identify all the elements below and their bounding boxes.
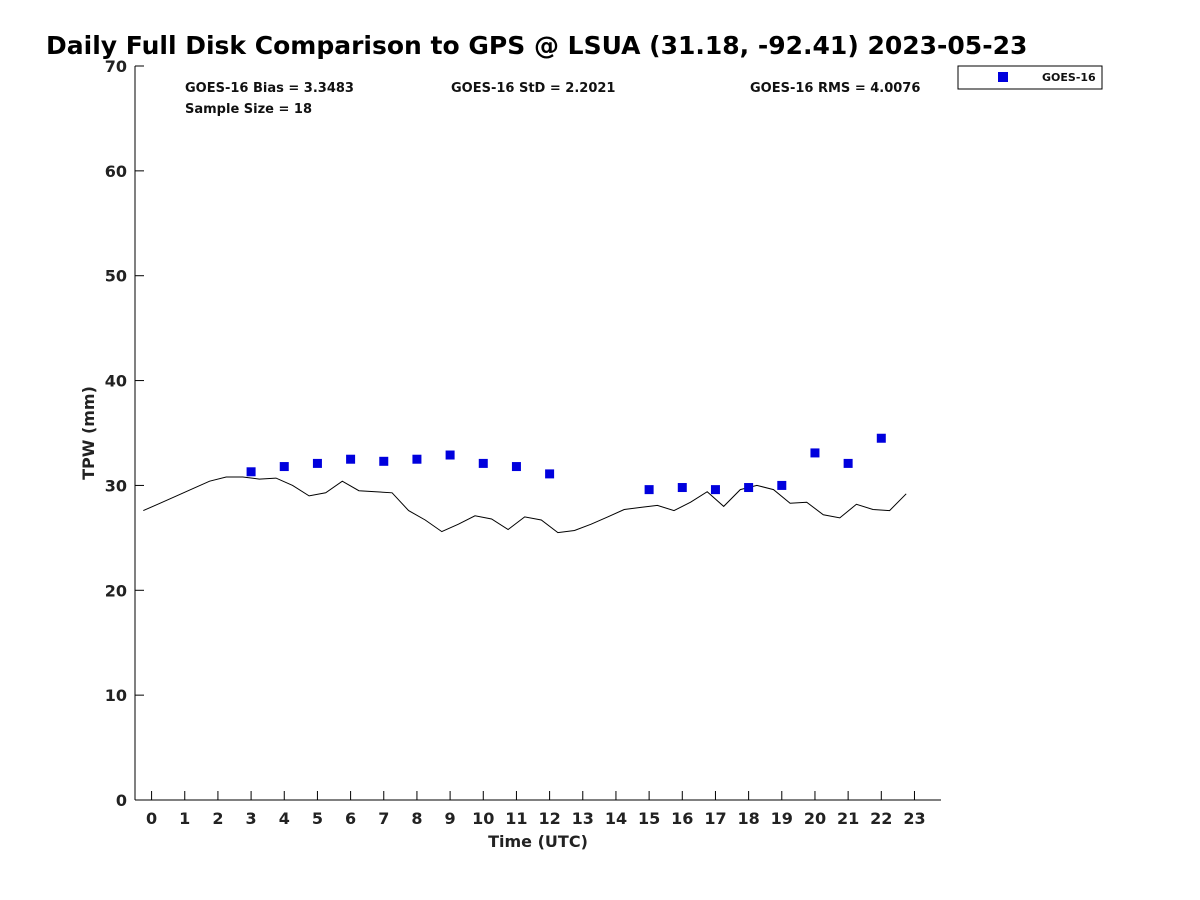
x-tick-label: 12	[538, 809, 560, 828]
y-axis-label: TPW (mm)	[79, 386, 98, 480]
goes-16-point	[379, 456, 389, 466]
goes-16-point	[346, 454, 356, 464]
legend-box	[957, 65, 1103, 90]
x-tick-label: 19	[771, 809, 793, 828]
x-tick-label: 20	[804, 809, 826, 828]
x-tick-label: 14	[605, 809, 627, 828]
x-tick-label: 2	[212, 809, 223, 828]
x-tick-label: 15	[638, 809, 660, 828]
goes-16-point	[843, 458, 853, 468]
x-tick-label: 23	[903, 809, 925, 828]
x-tick-label: 22	[870, 809, 892, 828]
goes-16-point	[478, 458, 488, 468]
x-tick-label: 7	[378, 809, 389, 828]
stat-std: GOES-16 StD = 2.2021	[451, 81, 615, 96]
goes-16-point	[876, 433, 886, 443]
x-tick-label: 13	[572, 809, 594, 828]
x-tick-label: 5	[312, 809, 323, 828]
chart-title: Daily Full Disk Comparison to GPS @ LSUA…	[46, 31, 1027, 60]
x-tick-label: 8	[411, 809, 422, 828]
goes-16-point	[777, 480, 787, 490]
goes-16-point	[677, 483, 687, 493]
x-tick-label: 9	[445, 809, 456, 828]
gps-series-line	[143, 476, 907, 534]
stats-annotations: GOES-16 Bias = 3.3483 GOES-16 StD = 2.20…	[185, 81, 920, 117]
x-tick-label: 18	[737, 809, 759, 828]
legend: GOES-16	[957, 65, 1103, 90]
y-tick-label: 10	[105, 686, 127, 705]
x-tick-label: 10	[472, 809, 494, 828]
y-tick-label: 40	[105, 372, 127, 391]
stat-rms: GOES-16 RMS = 4.0076	[750, 81, 920, 96]
goes-16-point	[412, 454, 422, 464]
y-tick-label: 60	[105, 162, 127, 181]
x-tick-label: 21	[837, 809, 859, 828]
plot-area	[134, 66, 941, 801]
y-ticks: 0 10 20 30 40 50 60 70	[105, 57, 144, 810]
goes-16-point	[312, 458, 322, 468]
goes-16-point	[445, 450, 455, 460]
x-tick-label: 6	[345, 809, 356, 828]
goes-16-point	[279, 462, 289, 472]
x-axis-label: Time (UTC)	[488, 832, 588, 851]
x-ticks: 0 1 2 3 4 5 6 7 8 9 10 11 12 13 14 15 16 17 18 19 20 21 22 23	[146, 791, 926, 828]
y-tick-label: 50	[105, 267, 127, 286]
x-tick-label: 3	[246, 809, 257, 828]
stat-sample-size: Sample Size = 18	[185, 102, 312, 117]
goes-16-point	[246, 467, 256, 477]
stat-bias: GOES-16 Bias = 3.3483	[185, 81, 354, 96]
goes-16-point	[644, 485, 654, 495]
x-tick-label: 16	[671, 809, 693, 828]
goes-16-point	[511, 462, 521, 472]
y-tick-label: 0	[116, 791, 127, 810]
gps-line	[143, 476, 907, 534]
x-tick-label: 11	[505, 809, 527, 828]
legend-marker-goes-16	[998, 72, 1008, 82]
y-tick-label: 30	[105, 476, 127, 495]
goes-16-point	[744, 483, 754, 493]
x-tick-label: 17	[704, 809, 726, 828]
x-tick-label: 1	[179, 809, 190, 828]
x-tick-label: 0	[146, 809, 157, 828]
y-tick-label: 20	[105, 581, 127, 600]
goes-16-point	[810, 448, 820, 458]
legend-label-goes-16: GOES-16	[1042, 71, 1096, 84]
y-tick-label: 70	[105, 57, 127, 76]
x-tick-label: 4	[279, 809, 290, 828]
goes-16-point	[545, 469, 555, 479]
goes-16-series	[246, 433, 886, 495]
goes-16-point	[710, 485, 720, 495]
